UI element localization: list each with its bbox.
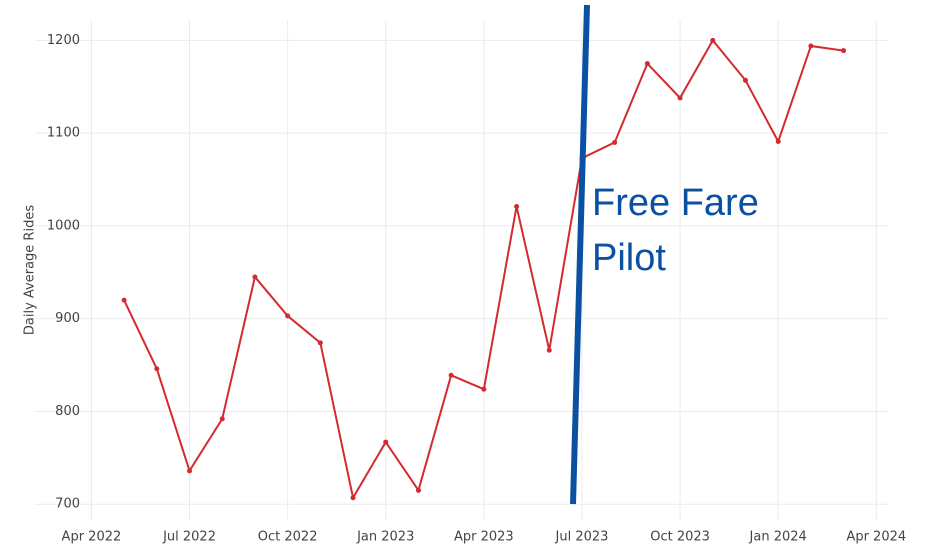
point — [317, 340, 323, 346]
point — [644, 61, 650, 67]
y-tick-label: 1000 — [47, 218, 80, 233]
point — [154, 366, 160, 372]
point — [121, 297, 127, 303]
point — [219, 416, 225, 422]
point — [187, 468, 193, 474]
point — [350, 495, 356, 501]
x-tick-label: Apr 2024 — [846, 530, 906, 545]
x-tick-label: Jan 2023 — [356, 530, 414, 545]
point — [841, 48, 847, 54]
y-tick-label: 900 — [55, 311, 80, 326]
y-tick-label: 1200 — [47, 33, 80, 48]
point — [612, 139, 618, 145]
point — [808, 43, 814, 49]
x-tick-label: Apr 2022 — [62, 530, 122, 545]
point — [481, 386, 487, 392]
y-tick-label: 800 — [55, 404, 80, 419]
y-tick-label: 1100 — [47, 126, 80, 141]
point — [677, 95, 683, 101]
x-tick-label: Jan 2024 — [749, 530, 807, 545]
grid — [35, 20, 888, 520]
point — [775, 139, 781, 145]
point — [383, 439, 389, 445]
point — [546, 347, 552, 353]
x-tick-label: Oct 2022 — [258, 530, 318, 545]
y-axis-label: Daily Average Rides — [23, 205, 38, 335]
pilot-start-line — [570, 4, 590, 505]
plot — [121, 37, 847, 501]
point — [514, 203, 520, 209]
point — [742, 77, 748, 83]
x-tick-label: Jul 2023 — [555, 530, 609, 545]
x-tick-label: Apr 2023 — [454, 530, 514, 545]
x-tick-label: Jul 2022 — [162, 530, 216, 545]
point — [415, 487, 421, 493]
point — [285, 313, 291, 319]
point — [710, 37, 716, 43]
point — [448, 372, 454, 378]
point — [252, 274, 258, 280]
annotation: Free Fare — [592, 182, 759, 224]
annotation: Pilot — [592, 237, 666, 279]
y-tick-label: 700 — [55, 497, 80, 512]
x-tick-label: Oct 2023 — [650, 530, 710, 545]
